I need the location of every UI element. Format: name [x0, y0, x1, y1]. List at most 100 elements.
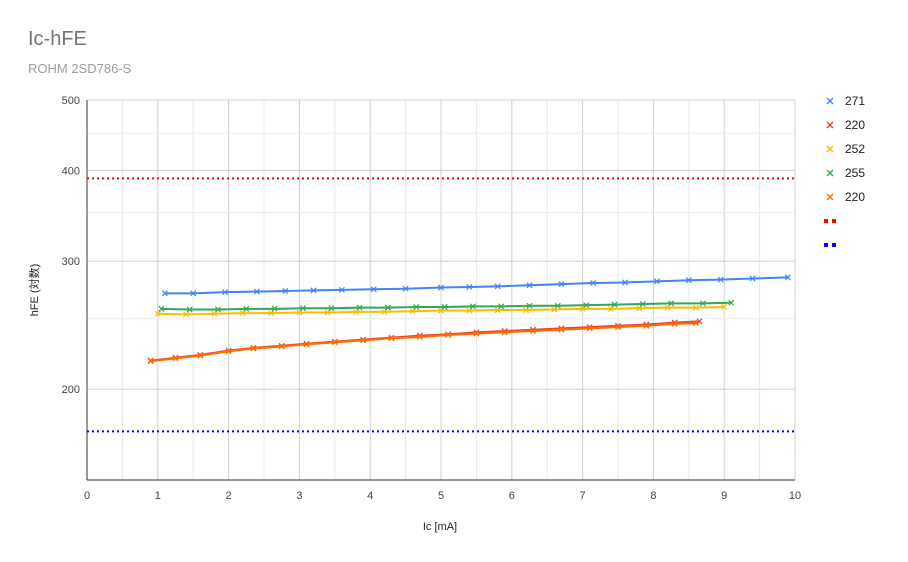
data-point — [250, 345, 257, 352]
data-point — [190, 290, 197, 297]
legend-swatch — [832, 243, 836, 247]
data-point — [526, 282, 533, 289]
chart-title: Ic-hFE — [28, 28, 87, 50]
data-point — [469, 303, 476, 310]
data-point — [530, 327, 537, 335]
chart-ticks: 0 1 2 3 4 5 6 7 8 9 10 200 300 400 500 — [62, 95, 801, 502]
chart-subtitle: ROHM 2SD786-S — [28, 61, 132, 76]
data-point — [186, 306, 193, 313]
data-point — [554, 302, 561, 309]
data-point — [360, 337, 367, 344]
data-point — [692, 304, 699, 311]
data-point — [253, 288, 260, 295]
x-tick-label: 4 — [367, 490, 373, 502]
data-point — [222, 289, 229, 296]
data-point — [685, 277, 692, 284]
data-point — [356, 304, 363, 311]
data-point — [243, 305, 250, 312]
data-point — [437, 284, 445, 291]
data-point — [696, 318, 703, 325]
data-point — [338, 286, 345, 293]
chart-axes — [86, 100, 795, 481]
data-point — [466, 283, 473, 290]
legend-item: 271 — [826, 94, 865, 108]
data-point — [147, 358, 154, 365]
series-line — [150, 322, 696, 363]
data-point — [671, 320, 678, 327]
series-0 — [161, 274, 791, 297]
x-tick-label: 6 — [509, 490, 515, 502]
x-tick-label: 10 — [789, 490, 801, 502]
data-point — [622, 279, 629, 286]
data-point — [501, 329, 508, 336]
x-tick-label: 7 — [580, 490, 586, 502]
data-point — [161, 290, 168, 297]
series-4 — [147, 320, 699, 365]
series-2 — [154, 303, 728, 318]
data-point — [784, 274, 791, 281]
legend-label: 271 — [845, 94, 865, 108]
legend-item: 220 — [826, 118, 865, 132]
chart-series — [87, 177, 795, 433]
x-tick-label: 1 — [155, 490, 161, 502]
data-point — [692, 320, 699, 327]
data-point — [586, 325, 593, 332]
data-point — [498, 303, 505, 310]
data-point — [699, 300, 706, 307]
data-point — [299, 305, 306, 312]
legend-swatch — [826, 193, 834, 201]
data-point — [154, 310, 161, 317]
data-point — [749, 275, 756, 282]
chart-grid — [87, 99, 796, 480]
legend-swatch — [824, 219, 828, 223]
data-point — [402, 285, 409, 292]
data-point — [558, 326, 565, 333]
legend-swatch — [826, 145, 834, 153]
legend-label: 255 — [845, 166, 865, 180]
y-axis-label: hFE (対数) — [27, 264, 41, 317]
data-point — [172, 355, 179, 362]
legend-swatch — [824, 243, 828, 247]
y-tick-label: 500 — [62, 95, 80, 107]
data-point — [558, 281, 565, 288]
data-point — [611, 301, 618, 308]
data-point — [639, 300, 646, 307]
data-point — [721, 303, 728, 311]
data-point — [388, 335, 395, 342]
data-point — [328, 305, 335, 312]
x-tick-label: 0 — [84, 490, 90, 502]
data-point — [225, 348, 232, 355]
data-point — [197, 352, 204, 359]
legend-swatch — [826, 97, 834, 105]
legend-swatch — [826, 169, 834, 177]
data-point — [441, 303, 448, 311]
data-point — [643, 322, 650, 329]
legend-item — [824, 243, 836, 247]
legend-label: 220 — [845, 118, 865, 132]
data-point — [668, 300, 675, 307]
data-point — [583, 302, 590, 309]
legend-swatch — [832, 219, 836, 223]
data-point — [614, 324, 622, 331]
legend-item: 220 — [826, 190, 865, 204]
data-point — [158, 305, 165, 312]
data-point — [526, 302, 533, 309]
x-tick-label: 2 — [226, 490, 232, 502]
data-point — [384, 304, 391, 311]
x-tick-label: 5 — [438, 490, 444, 502]
x-tick-label: 8 — [650, 490, 656, 502]
y-tick-label: 200 — [62, 384, 80, 396]
legend-item — [824, 219, 836, 223]
legend-label: 220 — [845, 190, 865, 204]
chart-legend: 271 220 252 255 220 — [824, 94, 865, 247]
data-point — [214, 306, 222, 313]
data-point — [445, 331, 452, 338]
x-tick-label: 3 — [296, 490, 302, 502]
data-point — [717, 276, 724, 283]
x-axis-label: Ic [mA] — [423, 521, 457, 533]
legend-item: 252 — [826, 142, 865, 156]
legend-item: 255 — [826, 166, 865, 180]
series-3 — [158, 299, 735, 313]
data-point — [183, 311, 190, 318]
